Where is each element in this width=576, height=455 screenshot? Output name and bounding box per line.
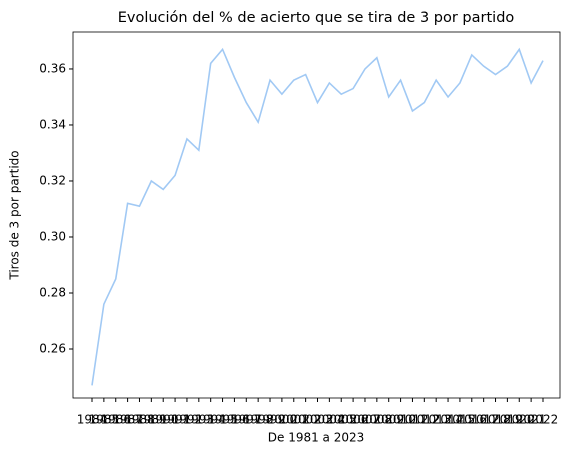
x-tick-label: 1994 xyxy=(195,413,226,427)
chart-title: Evolución del % de acierto que se tira d… xyxy=(118,10,515,26)
y-tick-label: 0.34 xyxy=(39,117,66,131)
x-tick-label: 1985 xyxy=(89,413,120,427)
x-tick-label: 1996 xyxy=(219,413,250,427)
x-tick-label: 2006 xyxy=(338,413,369,427)
x-tick-label: 2022 xyxy=(528,413,559,427)
x-tick-label: 2019 xyxy=(492,413,523,427)
x-tick-label: 2009 xyxy=(373,413,404,427)
x-tick-label: 1986 xyxy=(100,413,131,427)
y-tick-label: 0.30 xyxy=(39,229,66,243)
x-tick-label: 2001 xyxy=(278,413,309,427)
x-tick-label: 2015 xyxy=(445,413,476,427)
x-tick-label: 1989 xyxy=(136,413,167,427)
x-tick-label: 2011 xyxy=(397,413,428,427)
x-tick-label: 2018 xyxy=(480,413,511,427)
x-tick-label: 2008 xyxy=(362,413,393,427)
y-tick-label: 0.26 xyxy=(39,341,66,355)
y-axis-label: Tiros de 3 por partido xyxy=(8,150,22,280)
x-tick-label: 1992 xyxy=(172,413,203,427)
x-tick-label: 1990 xyxy=(148,413,179,427)
x-tick-label: 1991 xyxy=(160,413,191,427)
x-axis-label: De 1981 a 2023 xyxy=(268,431,365,445)
x-tick-label: 1988 xyxy=(124,413,155,427)
line xyxy=(91,47,544,386)
x-tick-label: 1984 xyxy=(77,413,108,427)
plot-frame xyxy=(72,31,561,399)
x-tick-label: 1999 xyxy=(255,413,286,427)
x-tick-label: 1987 xyxy=(112,413,143,427)
x-tick-label: 2016 xyxy=(457,413,488,427)
x-tick-label: 1993 xyxy=(184,413,215,427)
x-tick-label: 2005 xyxy=(326,413,357,427)
x-tick-label: 1998 xyxy=(243,413,274,427)
x-tick-label: 1997 xyxy=(231,413,262,427)
x-tick-label: 2021 xyxy=(516,413,547,427)
x-tick-label: 2012 xyxy=(409,413,440,427)
y-tick-label: 0.36 xyxy=(39,61,66,75)
x-tick-label: 2004 xyxy=(314,413,345,427)
x-tick-label: 2002 xyxy=(290,413,321,427)
x-tick-label: 2020 xyxy=(504,413,535,427)
y-tick-label: 0.32 xyxy=(39,173,66,187)
y-tick-label: 0.28 xyxy=(39,285,66,299)
x-tick-label: 2003 xyxy=(302,413,333,427)
x-tick-label: 2017 xyxy=(468,413,499,427)
x-tick-label: 2013 xyxy=(421,413,452,427)
x-tick-label: 1995 xyxy=(207,413,238,427)
x-tick-label: 2000 xyxy=(267,413,298,427)
x-tick-label: 2007 xyxy=(350,413,381,427)
x-tick-label: 2014 xyxy=(433,413,464,427)
x-tick-label: 2010 xyxy=(385,413,416,427)
